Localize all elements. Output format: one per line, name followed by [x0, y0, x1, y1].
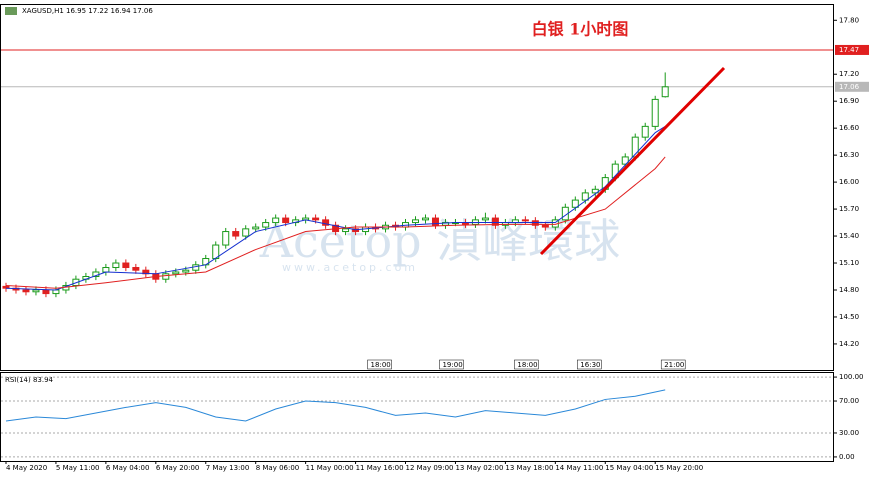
time-marker-label: 18:00 [517, 361, 537, 369]
y-tick-label: 14.20 [839, 340, 859, 348]
y-tick-label: 16.90 [839, 97, 859, 105]
candle-body [541, 224, 549, 228]
candle-body [491, 217, 499, 226]
candle-body [192, 264, 200, 271]
candle-body [252, 226, 260, 230]
y-tick-label: 30.00 [839, 429, 859, 437]
y-tick-label: 14.80 [839, 286, 859, 294]
watermark-text: Acetop 湞峰環球 [259, 214, 620, 268]
price-label-box [835, 44, 869, 55]
time-marker-box [439, 359, 464, 370]
candle-body [22, 289, 30, 293]
y-tick-label: 100.00 [839, 373, 864, 381]
candle-body [651, 98, 659, 127]
candle-body [42, 289, 50, 295]
y-tick-label: 70.00 [839, 397, 859, 405]
candle-body [481, 217, 489, 221]
moving-average [5, 125, 666, 291]
x-tick-label: 4 May 2020 [6, 464, 47, 472]
x-tick-label: 15 May 04:00 [605, 464, 653, 472]
candle-body [431, 217, 439, 226]
y-tick-label: 16.30 [839, 151, 859, 159]
y-tick-label: 17.20 [839, 70, 859, 78]
y-tick-label: 0.00 [839, 453, 855, 461]
candle-body [312, 217, 320, 221]
y-tick-label: 15.40 [839, 232, 859, 240]
symbol-label: XAGUSD,H1 16.95 17.22 16.94 17.06 [22, 7, 153, 15]
watermark-url: www.acetop.com [282, 261, 418, 274]
y-tick-label: 17.80 [839, 16, 859, 24]
price-label: 17.06 [839, 83, 860, 91]
candle-body [412, 219, 420, 224]
time-marker-box [367, 359, 392, 370]
x-tick-label: 14 May 11:00 [555, 464, 603, 472]
candle-body [112, 262, 120, 269]
candle-body [272, 217, 280, 224]
y-tick-label: 16.60 [839, 124, 859, 132]
candle-body [132, 267, 140, 271]
x-tick-label: 6 May 20:00 [156, 464, 200, 472]
candle-body [32, 289, 40, 293]
time-marker-label: 19:00 [442, 361, 462, 369]
price-label-box [835, 81, 869, 92]
x-tick-label: 12 May 09:00 [406, 464, 454, 472]
x-tick-label: 8 May 06:00 [256, 464, 300, 472]
y-tick-label: 15.10 [839, 259, 859, 267]
candle-body [262, 222, 270, 228]
time-marker-box [514, 359, 539, 370]
candle-body [661, 86, 669, 98]
candle-body [222, 231, 230, 246]
time-marker-label: 21:00 [664, 361, 684, 369]
price-label: 17.47 [839, 46, 859, 54]
candle-body [182, 269, 190, 273]
x-tick-label: 11 May 00:00 [306, 464, 354, 472]
candle-body [232, 231, 240, 237]
candle-body [162, 273, 170, 280]
time-marker-box [660, 359, 686, 370]
x-tick-label: 7 May 13:00 [206, 464, 250, 472]
candle-body [322, 219, 330, 226]
candle-body [172, 271, 180, 275]
candle-body [282, 217, 290, 224]
candle-body [342, 228, 350, 233]
main-panel [0, 4, 834, 371]
candle-body [242, 228, 250, 237]
x-tick-label: 15 May 20:00 [655, 464, 703, 472]
trend-line [539, 66, 726, 256]
chart-title: 白银 1小时图 [532, 20, 629, 39]
y-tick-label: 16.00 [839, 178, 859, 186]
rsi-line [5, 389, 666, 422]
rsi-title: RSI(14) 83.94 [5, 376, 54, 384]
x-tick-label: 5 May 11:00 [56, 464, 100, 472]
candle-body [641, 125, 649, 138]
time-marker-label: 16:30 [580, 361, 600, 369]
y-tick-label: 15.70 [839, 205, 859, 213]
candle-body [571, 199, 579, 208]
x-tick-label: 11 May 16:00 [356, 464, 404, 472]
candle-body [521, 219, 529, 222]
rsi-panel [0, 372, 834, 462]
moving-average [5, 156, 666, 289]
time-marker-label: 18:00 [371, 361, 391, 369]
x-tick-label: 13 May 02:00 [455, 464, 503, 472]
y-tick-label: 14.50 [839, 313, 859, 321]
candle-body [122, 262, 130, 269]
candle-body [52, 289, 60, 295]
time-marker-box [577, 359, 602, 370]
candle-body [102, 267, 110, 273]
symbol-icon [5, 7, 17, 15]
candle-body [581, 192, 589, 201]
candle-body [621, 156, 629, 165]
x-tick-label: 13 May 18:00 [505, 464, 553, 472]
candle-body [421, 217, 429, 221]
x-tick-label: 6 May 04:00 [106, 464, 150, 472]
